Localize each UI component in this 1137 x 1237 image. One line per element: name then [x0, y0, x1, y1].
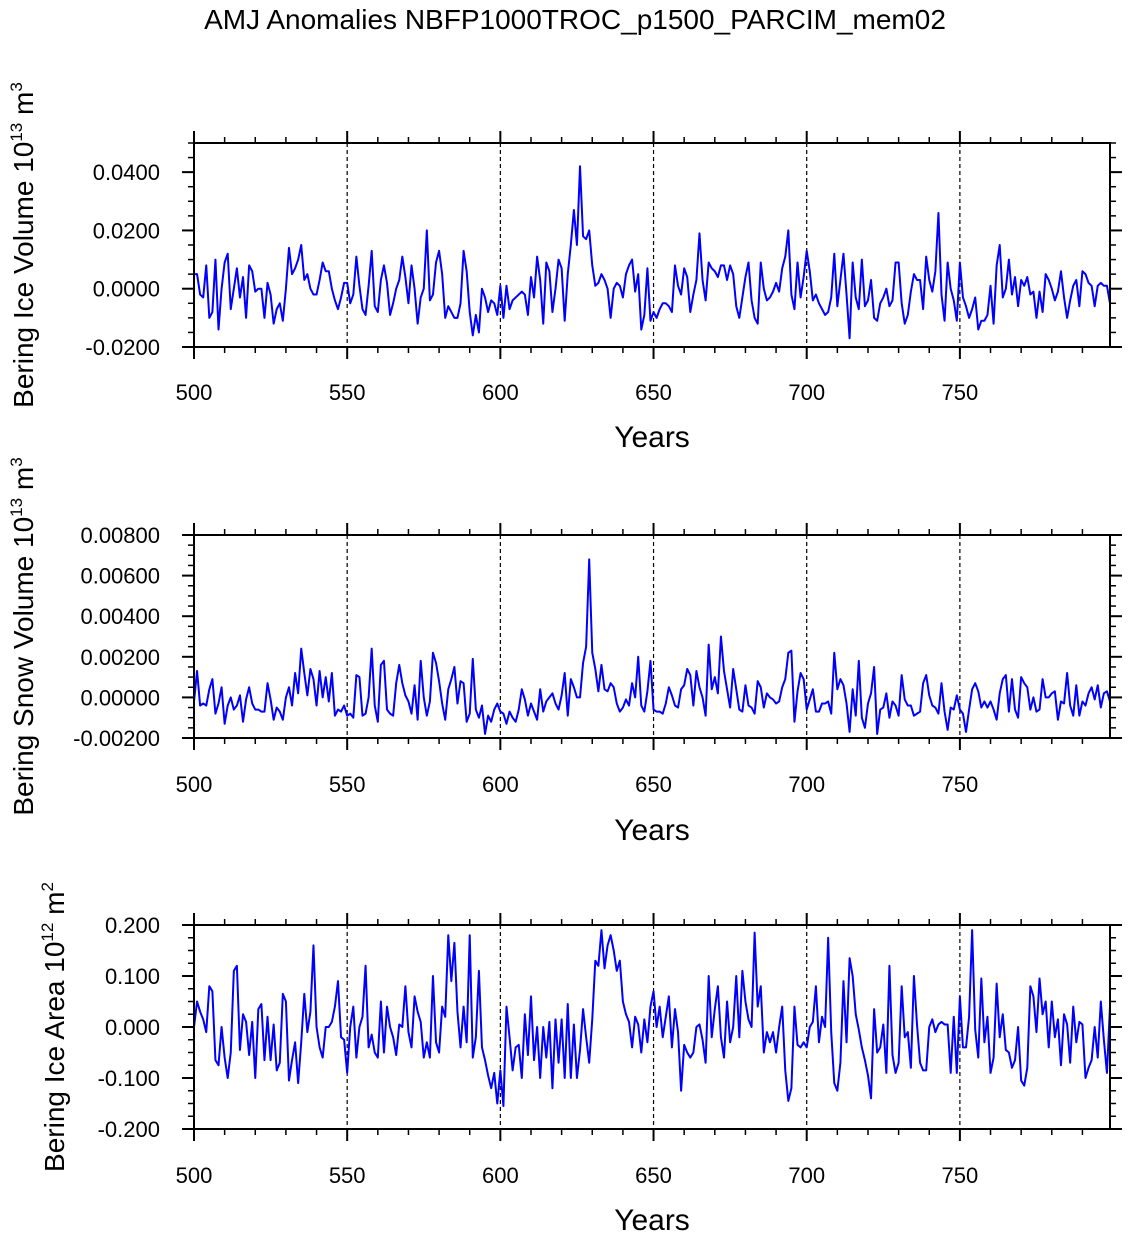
y-tick-label: 0.00600	[80, 564, 160, 589]
x-axis-label: Years	[614, 1204, 690, 1237]
x-tick-label: 500	[176, 772, 213, 797]
x-tick-label: 750	[942, 772, 979, 797]
y-tick-label: 0.000	[105, 1015, 160, 1040]
plot-frame	[193, 924, 1111, 1130]
x-tick-label: 550	[329, 772, 366, 797]
x-axis-label: Years	[614, 421, 690, 454]
x-tick-label: 500	[176, 380, 213, 405]
x-tick-label: 550	[329, 380, 366, 405]
y-axis-label: Bering Snow Volume 1013 m3	[7, 457, 39, 815]
x-tick-label: 650	[635, 380, 672, 405]
y-tick-label: -0.100	[98, 1066, 160, 1091]
y-tick-label: -0.200	[98, 1117, 160, 1142]
y-tick-label: 0.00800	[80, 523, 160, 548]
x-tick-label: 700	[788, 772, 825, 797]
y-label-text: Bering Snow Volume 10	[8, 517, 39, 816]
y-tick-label: 0.0400	[93, 160, 160, 185]
y-label-unit-exponent: 3	[7, 82, 26, 91]
data-series-line	[194, 929, 1110, 1108]
x-tick-label: 700	[788, 1163, 825, 1188]
y-tick-label: 0.100	[105, 964, 160, 989]
plot-frame	[193, 142, 1111, 348]
x-tick-label: 650	[635, 772, 672, 797]
y-label-exponent: 12	[38, 923, 57, 942]
y-tick-label: 0.200	[105, 913, 160, 938]
y-axis-label: Bering Ice Area 1012 m2	[38, 882, 70, 1172]
y-tick-label: 0.0000	[93, 277, 160, 302]
x-tick-label: 750	[942, 1163, 979, 1188]
data-series-line	[194, 165, 1110, 340]
panel-2: 500 550 600 650 700 750 -0.00200 0.00000 0.00200…	[7, 457, 1122, 847]
y-tick-label: 0.0200	[93, 218, 160, 243]
y-tick-label: 0.00000	[80, 685, 160, 710]
x-axis-label: Years	[614, 814, 690, 847]
x-tick-label: 700	[788, 380, 825, 405]
data-series-line	[194, 558, 1110, 735]
y-tick-label: -0.0200	[85, 335, 160, 360]
y-label-unit-exponent: 2	[38, 882, 57, 891]
x-tick-label: 600	[482, 1163, 519, 1188]
y-label-unit: m	[8, 92, 39, 123]
y-tick-label: -0.00200	[73, 726, 160, 751]
plot-frame	[193, 534, 1111, 739]
x-tick-label: 750	[942, 380, 979, 405]
y-axis-label: Bering Ice Volume 1013 m3	[7, 82, 39, 408]
x-tick-label: 650	[635, 1163, 672, 1188]
figure-title: AMJ Anomalies NBFP1000TROC_p1500_PARCIM_…	[204, 4, 946, 35]
y-label-unit: m	[39, 892, 70, 923]
y-tick-label: 0.00200	[80, 645, 160, 670]
panel-1: 500 550 600 650 700 750 -0.0200 0.0000 0.0200 0.0…	[7, 82, 1122, 454]
panel-3: 500 550 600 650 700 750 -0.200 -0.100 0.000 0.100…	[38, 882, 1122, 1237]
x-tick-label: 600	[482, 772, 519, 797]
x-tick-label: 550	[329, 1163, 366, 1188]
x-tick-label: 600	[482, 380, 519, 405]
y-label-exponent: 13	[7, 498, 26, 517]
y-label-text: Bering Ice Area 10	[39, 942, 70, 1172]
y-label-text: Bering Ice Volume 10	[8, 142, 39, 408]
x-tick-label: 500	[176, 1163, 213, 1188]
y-tick-label: 0.00400	[80, 604, 160, 629]
y-label-unit-exponent: 3	[7, 457, 26, 466]
y-label-exponent: 13	[7, 123, 26, 142]
y-label-unit: m	[8, 467, 39, 498]
